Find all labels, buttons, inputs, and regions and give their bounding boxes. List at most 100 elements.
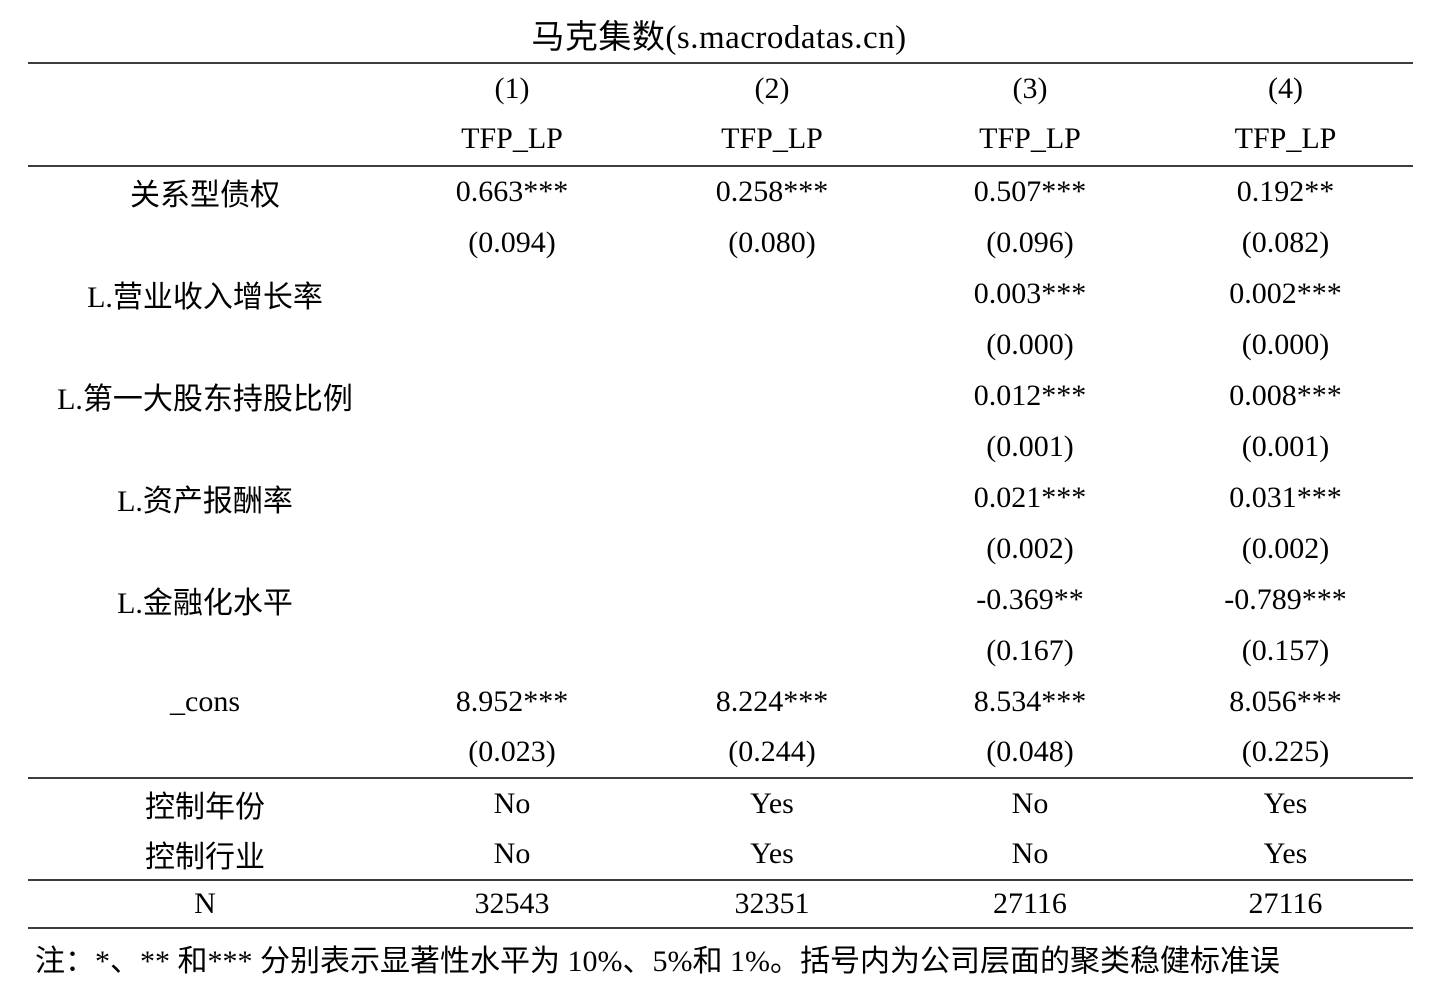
variable-label [28,217,382,268]
variable-label [28,625,382,676]
se-row: (0.167) (0.157) [28,625,1413,676]
control-label: 控制行业 [145,841,265,874]
se-row: (0.023) (0.244) (0.048) (0.225) [28,727,1413,778]
se-cell: (0.001) [986,429,1074,463]
variable-label: L.第一大股东持股比例 [57,382,353,416]
se-cell: (0.096) [986,225,1074,259]
control-value: Yes [1158,777,1413,829]
coef-row: L.第一大股东持股比例 0.012*** 0.008*** [28,370,1413,421]
se-cell: (0.002) [1241,531,1330,565]
coef-cell: 8.952*** [455,684,569,718]
table-title: 马克集数(s.macrodatas.cn) [531,20,907,56]
control-value: No [902,777,1158,829]
se-cell: (0.001) [1241,429,1330,463]
n-value: 32351 [642,879,902,929]
coef-cell [382,370,642,421]
control-label: 控制年份 [28,777,382,829]
variable-label: L.金融化水平 [117,586,293,620]
header-row-model-numbers: (1) (2) (3) (4) [28,62,1413,113]
variable-label [28,319,382,370]
coef-cell: 0.663*** [455,175,569,208]
coef-cell: 0.012*** [973,378,1087,412]
se-cell: (0.244) [728,735,816,768]
coef-cell [382,574,642,625]
se-cell: (0.157) [1241,633,1330,667]
header-row-dep-vars: TFP_LP TFP_LP TFP_LP TFP_LP [28,113,1413,167]
coef-row: L.营业收入增长率 0.003*** 0.002*** [28,268,1413,319]
observations-row: N 32543 32351 27116 27116 [28,879,1413,929]
coef-cell [382,268,642,319]
variable-label [28,523,382,574]
variable-label: L.资产报酬率 [117,484,293,518]
coef-cell: 8.056*** [1229,684,1342,718]
dep-var: TFP_LP [1158,113,1413,167]
model-number: (1) [382,62,642,113]
variable-label: _cons [170,684,240,718]
se-row: (0.094) (0.080) (0.096) (0.082) [28,217,1413,268]
se-cell: (0.225) [1241,735,1330,768]
coef-row: _cons 8.952*** 8.224*** 8.534*** 8.056**… [28,676,1413,727]
se-cell: (0.002) [986,531,1074,565]
n-value: 27116 [1158,879,1413,929]
coef-cell: 0.192** [1236,175,1335,208]
coef-cell: -0.789*** [1224,582,1347,616]
model-number: (3) [902,62,1158,113]
control-row-industry: 控制行业 No Yes No Yes [28,829,1413,880]
control-value: No [382,777,642,829]
coef-cell [382,472,642,523]
se-cell [642,523,902,574]
coef-cell: 0.008*** [1229,378,1342,412]
variable-label: 关系型债权 [130,179,280,212]
control-value: Yes [642,777,902,829]
coef-cell: 0.021*** [973,480,1087,514]
coef-row: 关系型债权 0.663*** 0.258*** 0.507*** 0.192** [28,166,1413,217]
se-cell: (0.023) [468,735,556,768]
se-row: (0.002) (0.002) [28,523,1413,574]
coef-cell: 0.258*** [715,175,829,208]
control-value: No [493,837,531,870]
variable-label [28,421,382,472]
n-value: 27116 [902,879,1158,929]
header-label-cell [28,62,382,113]
control-row-year: 控制年份 No Yes No Yes [28,777,1413,829]
model-number: (4) [1158,62,1413,113]
se-cell [382,421,642,472]
coef-row: L.资产报酬率 0.021*** 0.031*** [28,472,1413,523]
control-value: Yes [750,837,794,870]
se-cell [642,625,902,676]
variable-label: L.营业收入增长率 [87,280,323,314]
dep-var: TFP_LP [902,113,1158,167]
n-label: N [28,879,382,929]
coef-cell: 8.224*** [715,684,829,718]
significance-footnote: 注：*、** 和*** 分别表示显著性水平为 10%、5%和 1%。括号内为公司… [35,945,1280,978]
coef-cell: 0.507*** [973,175,1087,208]
se-cell: (0.000) [986,327,1074,361]
variable-label [28,727,382,778]
control-value: Yes [1263,837,1308,870]
se-cell: (0.080) [728,225,816,259]
coef-row: L.金融化水平 -0.369** -0.789*** [28,574,1413,625]
se-cell [382,625,642,676]
dep-var: TFP_LP [642,113,902,167]
se-cell: (0.082) [1241,225,1330,259]
model-number: (2) [642,62,902,113]
se-cell: (0.048) [986,735,1074,768]
se-cell [642,319,902,370]
se-row: (0.000) (0.000) [28,319,1413,370]
se-cell: (0.000) [1241,327,1330,361]
coef-cell [642,574,902,625]
n-value: 32543 [382,879,642,929]
control-value: No [1011,837,1049,870]
coef-cell: -0.369** [976,582,1084,616]
header-label-cell [28,113,382,167]
se-row: (0.001) (0.001) [28,421,1413,472]
regression-table: (1) (2) (3) (4) TFP_LP TFP_LP TFP_LP TFP… [28,62,1413,929]
coef-cell: 0.002*** [1229,276,1342,310]
coef-cell: 0.031*** [1229,480,1342,514]
coef-cell [642,268,902,319]
se-cell [382,523,642,574]
dep-var: TFP_LP [382,113,642,167]
se-cell [382,319,642,370]
coef-cell [642,370,902,421]
